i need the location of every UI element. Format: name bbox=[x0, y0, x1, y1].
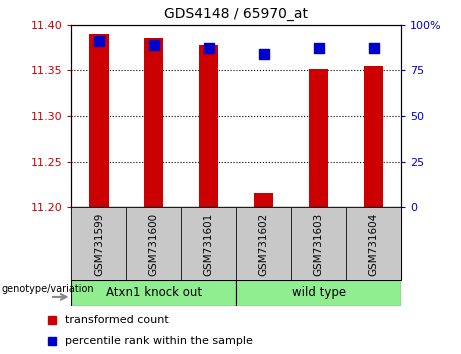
Bar bbox=[364, 66, 383, 207]
Bar bbox=[254, 193, 273, 207]
Bar bbox=[236, 280, 401, 306]
Text: GSM731600: GSM731600 bbox=[149, 213, 159, 276]
Bar bbox=[89, 34, 108, 207]
Bar bbox=[71, 207, 401, 280]
Text: GSM731604: GSM731604 bbox=[369, 213, 378, 276]
Text: GSM731599: GSM731599 bbox=[94, 213, 104, 276]
Point bbox=[370, 46, 377, 51]
Bar bbox=[71, 207, 126, 280]
Bar bbox=[144, 39, 164, 207]
Bar bbox=[126, 207, 181, 280]
Point bbox=[315, 46, 322, 51]
Text: transformed count: transformed count bbox=[65, 315, 168, 325]
Text: Atxn1 knock out: Atxn1 knock out bbox=[106, 286, 202, 299]
Text: wild type: wild type bbox=[292, 286, 346, 299]
Text: GSM731602: GSM731602 bbox=[259, 213, 269, 276]
Text: percentile rank within the sample: percentile rank within the sample bbox=[65, 336, 253, 346]
Point bbox=[95, 38, 103, 44]
Point bbox=[260, 51, 267, 57]
Bar bbox=[309, 69, 328, 207]
Point bbox=[205, 46, 213, 51]
Bar bbox=[346, 207, 401, 280]
Bar bbox=[236, 207, 291, 280]
Point bbox=[150, 42, 158, 48]
Text: GSM731603: GSM731603 bbox=[313, 213, 324, 276]
Bar bbox=[71, 280, 236, 306]
Bar bbox=[181, 207, 236, 280]
Bar bbox=[291, 207, 346, 280]
Bar bbox=[199, 45, 219, 207]
Text: GSM731601: GSM731601 bbox=[204, 213, 214, 276]
Title: GDS4148 / 65970_at: GDS4148 / 65970_at bbox=[164, 7, 308, 21]
Text: genotype/variation: genotype/variation bbox=[1, 284, 94, 294]
